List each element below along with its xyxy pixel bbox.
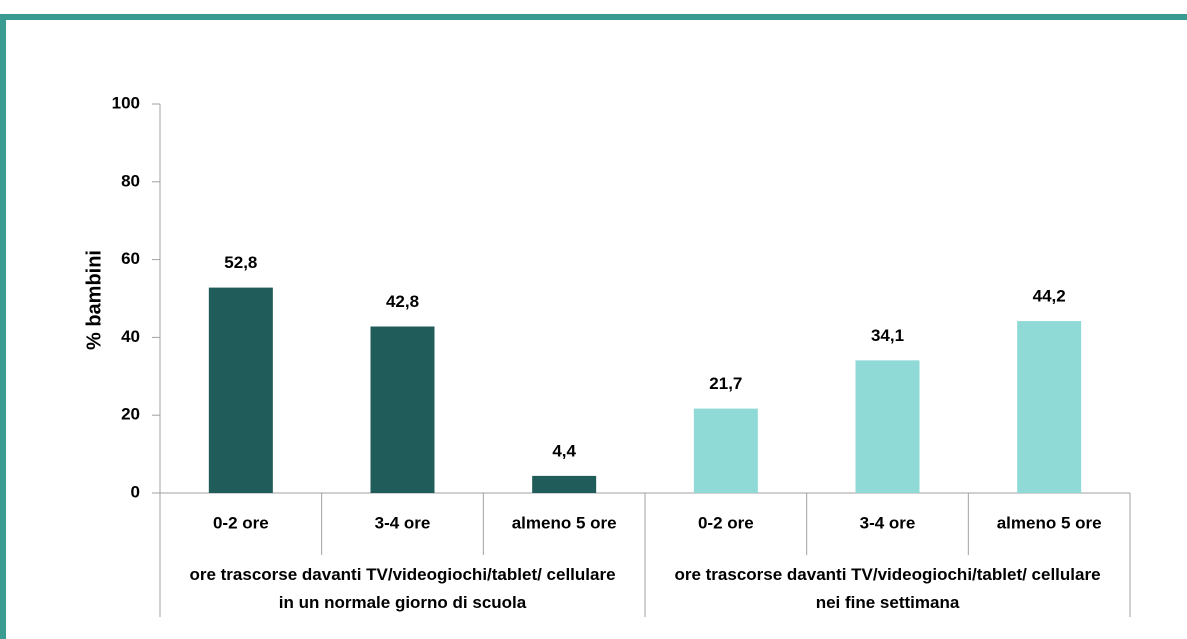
x-tick-label: 0-2 ore [213, 513, 269, 532]
y-axis-label: % bambini [83, 250, 105, 350]
x-tick-label: almeno 5 ore [997, 513, 1102, 532]
y-tick-label: 100 [112, 93, 140, 112]
y-tick-label: 60 [121, 249, 140, 268]
data-label: 21,7 [709, 374, 742, 393]
data-label: 42,8 [386, 292, 419, 311]
group-label: ore trascorse davanti TV/videogiochi/tab… [674, 565, 1101, 612]
x-tick-label: 0-2 ore [698, 513, 754, 532]
y-tick-label: 80 [121, 171, 140, 190]
frame [0, 14, 1187, 639]
y-tick-label: 40 [121, 327, 140, 346]
data-label: 4,4 [552, 441, 576, 460]
data-label: 44,2 [1033, 287, 1066, 306]
bar [855, 360, 920, 493]
bar [370, 326, 435, 493]
bar [532, 475, 597, 493]
x-tick-label: almeno 5 ore [512, 513, 617, 532]
bar [693, 408, 758, 493]
y-tick-label: 0 [131, 482, 140, 501]
bar [208, 287, 273, 493]
x-tick-label: 3-4 ore [375, 513, 431, 532]
data-label: 34,1 [871, 326, 904, 345]
bar [1017, 321, 1082, 493]
group-label: ore trascorse davanti TV/videogiochi/tab… [189, 565, 616, 612]
data-label: 52,8 [224, 253, 257, 272]
y-tick-label: 20 [121, 405, 140, 424]
x-tick-label: 3-4 ore [860, 513, 916, 532]
